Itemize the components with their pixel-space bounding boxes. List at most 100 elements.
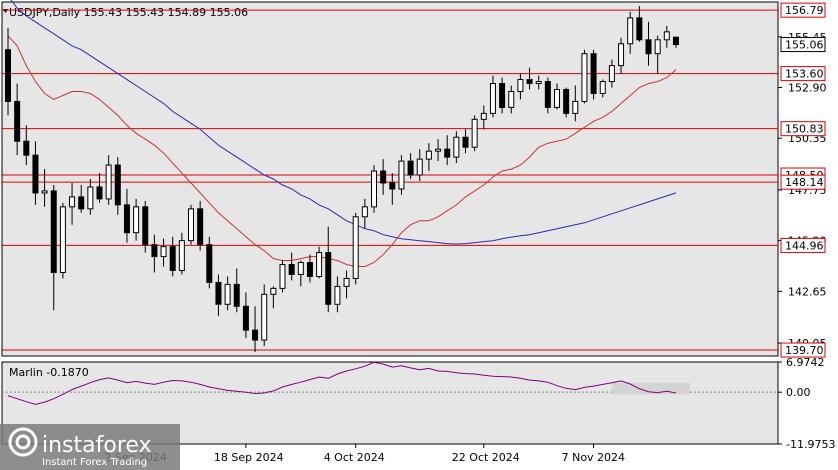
candle	[499, 77, 506, 114]
bullish-candle-body	[352, 216, 359, 279]
bullish-candle-body	[416, 158, 423, 176]
candle	[618, 37, 625, 74]
bullish-candle-body	[471, 118, 478, 148]
candle	[325, 226, 332, 313]
bearish-candle-body	[23, 140, 30, 156]
slow-moving-average-line	[10, 0, 677, 245]
candle	[188, 204, 194, 245]
candle	[306, 254, 313, 283]
bullish-candle-body	[508, 90, 515, 108]
candle	[5, 27, 11, 116]
bullish-candle-body	[188, 208, 194, 242]
bearish-candle-body	[151, 244, 158, 258]
bullish-candle-body	[343, 277, 350, 287]
bullish-candle-body	[69, 196, 76, 208]
candle	[87, 179, 94, 215]
candle	[96, 173, 103, 203]
bearish-candle-body	[645, 39, 652, 55]
bearish-candle-body	[636, 17, 643, 41]
candle	[489, 75, 496, 118]
bearish-candle-body	[325, 252, 332, 305]
bullish-candle-body	[133, 206, 140, 234]
level-label-box	[780, 66, 826, 82]
bearish-candle-body	[233, 283, 240, 307]
bullish-candle-body	[279, 264, 286, 289]
date-tick-label: 18 Sep 2024	[214, 451, 284, 464]
bullish-candle-body	[297, 262, 304, 275]
candle	[169, 236, 176, 277]
bullish-candle-body	[41, 190, 48, 194]
candle	[462, 129, 469, 154]
level-labels: 156.79153.60150.83148.50148.14144.96139.…	[780, 2, 826, 358]
logo-brand: instaforex	[42, 433, 152, 458]
candle	[435, 139, 442, 162]
date-tick-label: 4 Oct 2024	[324, 451, 385, 464]
level-label-box	[780, 342, 826, 358]
level-label-box	[780, 121, 826, 137]
candle	[535, 75, 542, 90]
indicator-layer	[2, 361, 778, 405]
candle	[645, 21, 652, 66]
instaforex-logo: instaforex Instant Forex Trading	[0, 424, 180, 470]
bullish-candle-body	[425, 150, 432, 160]
candle	[142, 200, 149, 253]
indicator-tick-label: 0.00	[786, 386, 811, 399]
candle	[224, 276, 231, 311]
bullish-candle-body	[581, 53, 588, 102]
date-tick-label: 22 Oct 2024	[452, 451, 520, 464]
bearish-candle-body	[197, 208, 204, 246]
candle	[398, 155, 405, 195]
bullish-candle-body	[435, 148, 442, 152]
candle	[361, 198, 368, 229]
candle	[517, 73, 524, 100]
candle	[636, 5, 643, 42]
level-label: 156.79	[785, 4, 824, 17]
bullish-candle-body	[627, 17, 634, 45]
candle	[206, 236, 213, 289]
bearish-candle-body	[123, 204, 130, 234]
candle	[32, 141, 39, 205]
bearish-candle-body	[169, 246, 176, 271]
candle	[444, 135, 451, 166]
indicator-tick-label: -11.9753	[786, 438, 835, 451]
bullish-candle-body	[599, 81, 606, 94]
candle	[288, 252, 295, 281]
bearish-candle-body	[215, 281, 222, 305]
level-label-box	[780, 2, 826, 18]
candle	[508, 85, 515, 114]
candle	[526, 67, 533, 90]
bullish-candle-body	[361, 206, 368, 218]
bearish-candle-body	[306, 262, 313, 277]
bullish-candle-body	[270, 287, 277, 295]
price-tick-label: 152.90	[788, 82, 827, 95]
level-label: 144.96	[785, 239, 824, 252]
candle	[334, 276, 341, 313]
candle	[105, 155, 112, 205]
candle	[297, 260, 304, 287]
bullish-candle-body	[371, 170, 377, 208]
candle	[215, 274, 222, 317]
candle	[425, 143, 432, 172]
candle	[343, 270, 350, 299]
bearish-candle-body	[563, 89, 570, 114]
candle	[590, 49, 597, 100]
candle	[242, 292, 249, 339]
bearish-candle-body	[462, 136, 469, 148]
candle	[672, 36, 679, 48]
fast-moving-average-line	[7, 35, 677, 267]
level-label-box	[780, 174, 826, 190]
candle	[416, 149, 423, 181]
level-label: 153.60	[785, 68, 824, 81]
candle	[581, 49, 588, 104]
bearish-candle-body	[14, 100, 21, 142]
candle	[78, 184, 85, 213]
candle	[663, 25, 670, 48]
candle	[608, 59, 615, 88]
bearish-candle-body	[407, 160, 414, 176]
candle	[41, 169, 48, 207]
candle	[123, 188, 130, 243]
candle	[50, 184, 57, 311]
